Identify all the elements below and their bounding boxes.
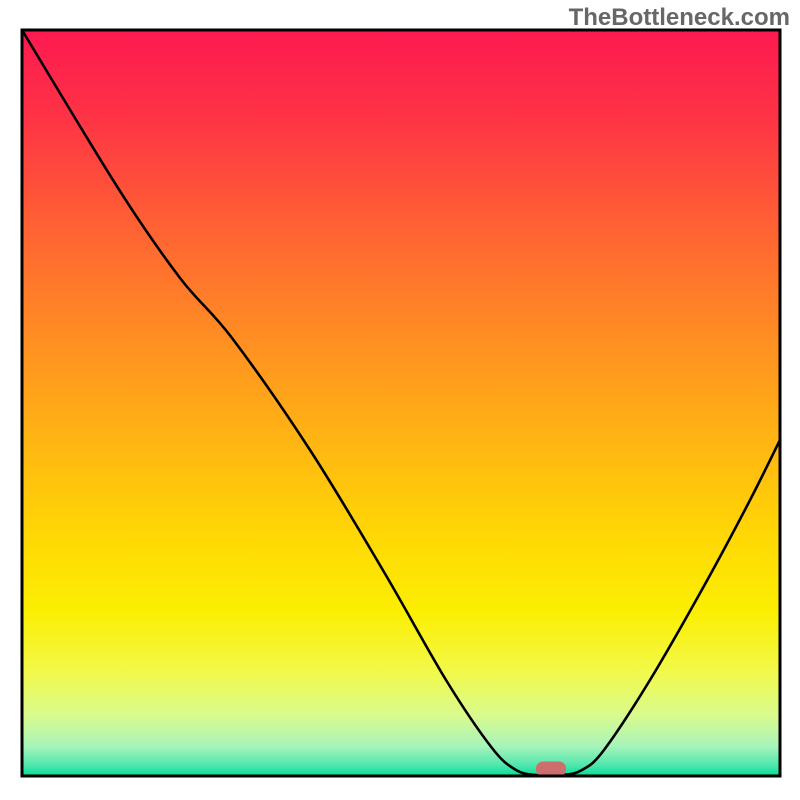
chart-container: TheBottleneck.com (0, 0, 800, 800)
bottleneck-curve-chart (0, 0, 800, 800)
optimum-marker (536, 762, 566, 777)
gradient-background (22, 30, 780, 776)
